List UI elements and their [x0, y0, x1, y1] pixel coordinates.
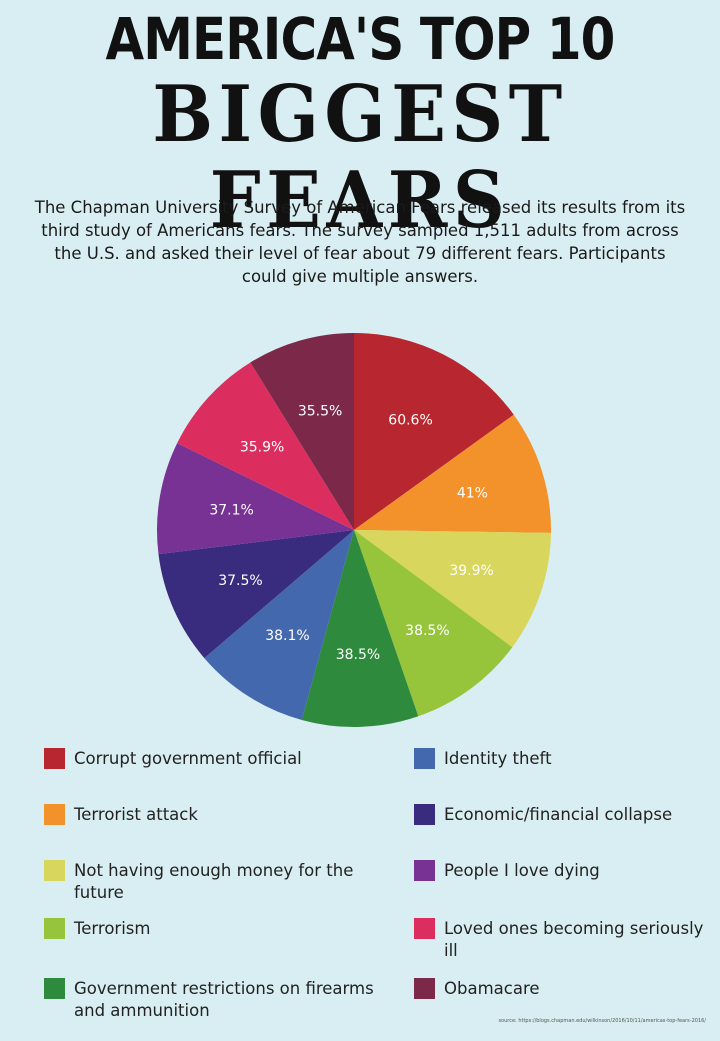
legend-swatch [44, 804, 65, 825]
legend-swatch [44, 918, 65, 939]
legend-label: Terrorism [74, 919, 151, 938]
pie-slice-4 [354, 530, 513, 717]
legend-label: Loved ones becoming seriously ill [444, 919, 704, 960]
pie-slice-5 [301, 530, 419, 727]
title-line-2: BIGGEST FEARS [152, 69, 568, 246]
legend-item: Government restrictions on firearms and … [44, 978, 394, 1022]
pie-label-4: 38.5% [405, 623, 449, 639]
legend-item: Terrorist attack [44, 804, 394, 826]
legend-item: People I love dying [414, 860, 714, 882]
pie-slice-8 [156, 443, 354, 555]
legend-swatch [414, 918, 435, 939]
legend-label: Obamacare [444, 979, 540, 998]
legend-label: Economic/financial collapse [444, 805, 673, 824]
legend-label: Government restrictions on firearms and … [74, 979, 374, 1020]
pie-label-10: 35.5% [298, 404, 342, 420]
pie-slice-10 [250, 333, 354, 530]
legend-item: Economic/financial collapse [414, 804, 714, 826]
title-line-1: AMERICA'S TOP 10 [105, 5, 615, 73]
legend-label: Corrupt government official [74, 749, 302, 768]
legend-item: Terrorism [44, 918, 394, 940]
legend-label: Not having enough money for the future [74, 861, 354, 902]
legend-item: Not having enough money for the future [44, 860, 394, 904]
legend-item: Loved ones becoming seriously ill [414, 918, 714, 962]
pie-slice-6 [204, 530, 354, 720]
legend-swatch [44, 748, 65, 769]
pie-label-6: 38.1% [265, 628, 309, 644]
legend-swatch [414, 804, 435, 825]
legend-swatch [414, 978, 435, 999]
pie-slice-7 [158, 530, 354, 659]
pie-label-2: 41% [457, 486, 488, 502]
pie-slice-2 [354, 414, 551, 533]
pie-slice-1 [354, 333, 514, 530]
legend-item: Identity theft [414, 748, 714, 770]
legend-label: Identity theft [444, 749, 552, 768]
pie-label-9: 35.9% [240, 440, 284, 456]
legend-swatch [44, 978, 65, 999]
pie-label-8: 37.1% [209, 502, 253, 518]
legend-label: People I love dying [444, 861, 600, 880]
pie-label-7: 37.5% [218, 573, 262, 589]
legend-label: Terrorist attack [74, 805, 198, 824]
pie-slice-9 [177, 362, 354, 530]
pie-label-3: 39.9% [449, 563, 493, 579]
legend-item: Corrupt government official [44, 748, 394, 770]
source-note: source: https://blogs.chapman.edu/wilkin… [498, 1018, 706, 1024]
legend-item: Obamacare [414, 978, 714, 1000]
pie-slice-3 [354, 530, 551, 648]
legend-swatch [414, 748, 435, 769]
intro-text: The Chapman University Survey of America… [34, 198, 686, 286]
legend-swatch [414, 860, 435, 881]
legend-swatch [44, 860, 65, 881]
pie-label-5: 38.5% [336, 647, 380, 663]
pie-label-1: 60.6% [388, 413, 432, 429]
